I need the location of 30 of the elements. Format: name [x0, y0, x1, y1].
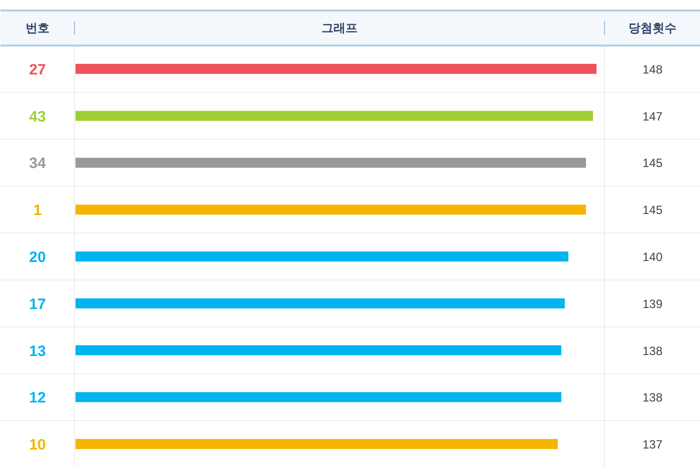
y-tick-label: 1 [33, 202, 42, 220]
x-axis-title: 당첨횟수 [628, 20, 676, 35]
y-tick-label: 13 [29, 342, 46, 360]
bar [76, 158, 586, 168]
data-label: 145 [642, 203, 663, 218]
bar [76, 251, 568, 262]
y-tick-label: 27 [29, 61, 46, 78]
data-label: 148 [642, 62, 663, 76]
y-tick-label: 20 [29, 248, 46, 266]
bar [76, 298, 565, 308]
y-tick-label: 10 [29, 436, 46, 454]
bar [76, 110, 593, 121]
chart-title: 그래프 [322, 20, 358, 35]
data-label: 147 [642, 109, 663, 124]
y-tick-label: 12 [29, 390, 46, 407]
y-tick-label: 34 [29, 155, 46, 172]
data-label: 138 [642, 344, 663, 358]
data-label: 145 [642, 156, 663, 170]
data-label: 137 [642, 438, 663, 452]
y-tick-label: 43 [29, 108, 46, 126]
bar [76, 204, 586, 215]
y-tick-label: 17 [29, 296, 46, 313]
bar [76, 64, 596, 74]
bar [76, 345, 562, 356]
bar [76, 439, 558, 450]
y-axis-title: 번호 [26, 20, 50, 35]
data-label: 138 [642, 390, 663, 405]
data-label: 139 [642, 296, 663, 311]
bar [76, 392, 562, 402]
data-label: 140 [642, 250, 663, 264]
